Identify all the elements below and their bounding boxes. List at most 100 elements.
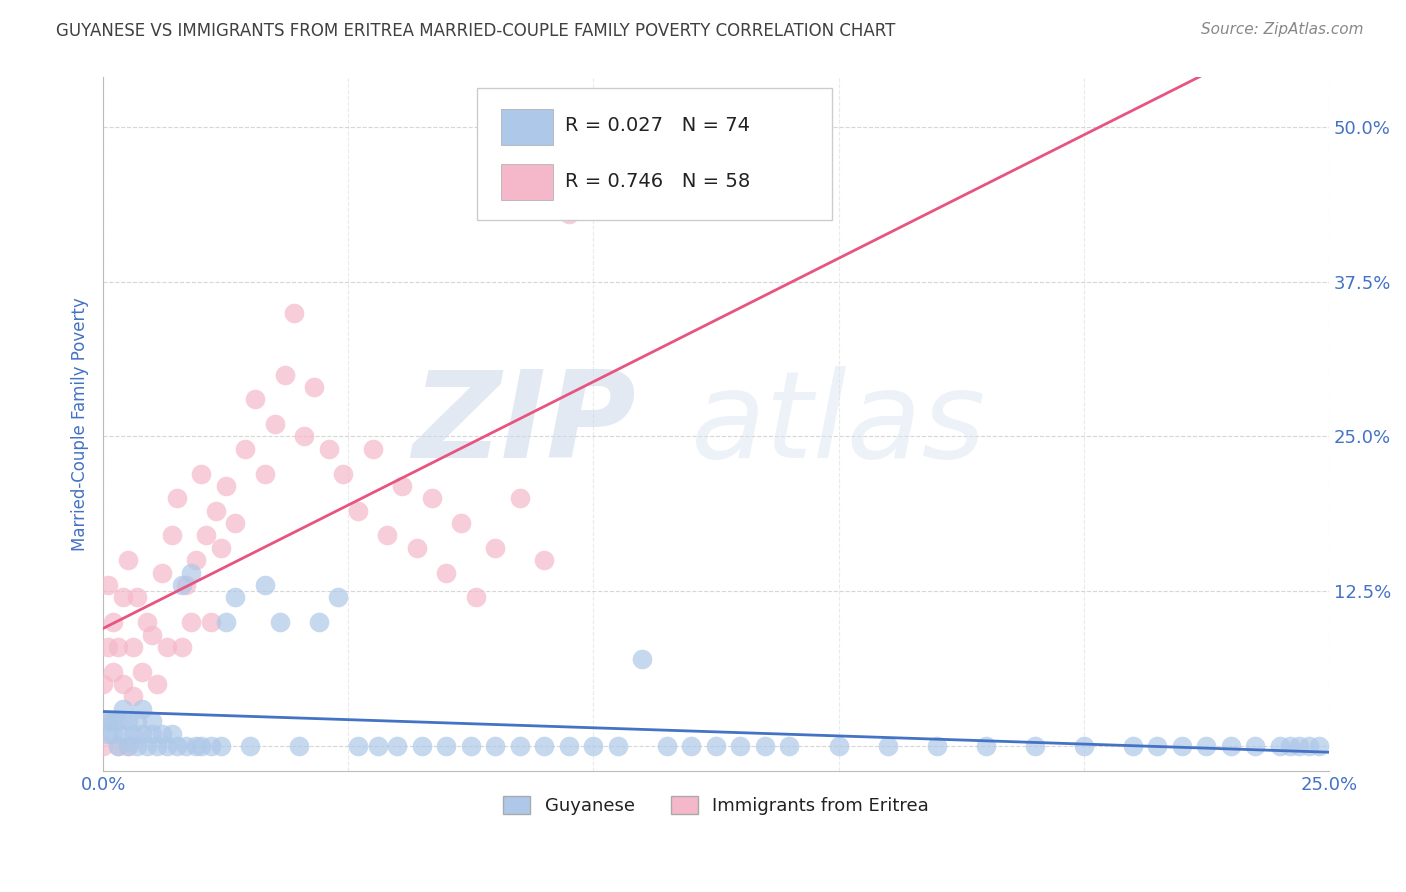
Point bbox=[347, 504, 370, 518]
Point bbox=[464, 591, 486, 605]
Point bbox=[107, 640, 129, 654]
Point bbox=[1024, 739, 1046, 753]
Text: ZIP: ZIP bbox=[412, 366, 637, 483]
Point bbox=[1268, 739, 1291, 753]
Point bbox=[141, 627, 163, 641]
Point bbox=[170, 578, 193, 592]
Point bbox=[1195, 739, 1218, 753]
Point bbox=[200, 739, 222, 753]
Point bbox=[101, 665, 124, 679]
Point bbox=[1170, 739, 1192, 753]
Point bbox=[205, 504, 228, 518]
FancyBboxPatch shape bbox=[477, 87, 832, 219]
Point bbox=[1244, 739, 1267, 753]
Point bbox=[224, 591, 246, 605]
Point bbox=[209, 541, 232, 555]
Point bbox=[233, 442, 256, 456]
Point bbox=[411, 739, 433, 753]
Point bbox=[509, 739, 531, 753]
Point bbox=[925, 739, 948, 753]
Text: R = 0.746   N = 58: R = 0.746 N = 58 bbox=[565, 172, 751, 191]
Point bbox=[876, 739, 898, 753]
Point bbox=[200, 615, 222, 629]
Point bbox=[239, 739, 262, 753]
Point bbox=[209, 739, 232, 753]
Point bbox=[136, 615, 159, 629]
Point bbox=[141, 714, 163, 728]
Point bbox=[582, 739, 605, 753]
Point bbox=[195, 528, 218, 542]
Point bbox=[558, 739, 581, 753]
Point bbox=[332, 467, 354, 481]
Point bbox=[127, 739, 149, 753]
Point bbox=[243, 392, 266, 407]
Point bbox=[434, 566, 457, 580]
Text: R = 0.027   N = 74: R = 0.027 N = 74 bbox=[565, 117, 751, 136]
Point bbox=[131, 702, 153, 716]
Point bbox=[146, 677, 169, 691]
Point bbox=[606, 739, 628, 753]
Point bbox=[117, 739, 139, 753]
Point bbox=[127, 714, 149, 728]
Point bbox=[166, 491, 188, 506]
Point bbox=[121, 690, 143, 704]
Point bbox=[283, 306, 305, 320]
Point bbox=[533, 553, 555, 567]
Point bbox=[269, 615, 291, 629]
Point bbox=[131, 726, 153, 740]
Point bbox=[136, 739, 159, 753]
Point bbox=[111, 702, 134, 716]
Text: atlas: atlas bbox=[690, 366, 986, 483]
Point bbox=[111, 677, 134, 691]
Point bbox=[215, 615, 238, 629]
Y-axis label: Married-Couple Family Poverty: Married-Couple Family Poverty bbox=[72, 297, 89, 551]
Point bbox=[1308, 739, 1330, 753]
Point bbox=[318, 442, 340, 456]
Point bbox=[176, 739, 198, 753]
Point bbox=[558, 206, 581, 220]
Point bbox=[730, 739, 752, 753]
Point bbox=[170, 640, 193, 654]
Point bbox=[655, 739, 678, 753]
Point bbox=[1219, 739, 1241, 753]
Point bbox=[141, 726, 163, 740]
Point bbox=[1146, 739, 1168, 753]
Point bbox=[107, 714, 129, 728]
Point bbox=[1288, 739, 1310, 753]
Point bbox=[292, 429, 315, 443]
Point bbox=[509, 491, 531, 506]
Point bbox=[1278, 739, 1301, 753]
Point bbox=[347, 739, 370, 753]
Point bbox=[186, 739, 208, 753]
Point bbox=[779, 739, 801, 753]
Point bbox=[101, 714, 124, 728]
Point bbox=[107, 739, 129, 753]
Point bbox=[484, 541, 506, 555]
Point bbox=[156, 640, 179, 654]
Point bbox=[111, 726, 134, 740]
Point bbox=[302, 380, 325, 394]
Point bbox=[160, 726, 183, 740]
Point bbox=[387, 739, 409, 753]
Point bbox=[420, 491, 443, 506]
Text: Source: ZipAtlas.com: Source: ZipAtlas.com bbox=[1201, 22, 1364, 37]
Point bbox=[111, 591, 134, 605]
Point bbox=[97, 578, 120, 592]
Point bbox=[328, 591, 350, 605]
Point bbox=[121, 726, 143, 740]
Text: GUYANESE VS IMMIGRANTS FROM ERITREA MARRIED-COUPLE FAMILY POVERTY CORRELATION CH: GUYANESE VS IMMIGRANTS FROM ERITREA MARR… bbox=[56, 22, 896, 40]
Point bbox=[117, 553, 139, 567]
Point bbox=[974, 739, 997, 753]
Point bbox=[97, 640, 120, 654]
Point bbox=[434, 739, 457, 753]
Point bbox=[253, 467, 276, 481]
Point bbox=[107, 739, 129, 753]
Legend: Guyanese, Immigrants from Eritrea: Guyanese, Immigrants from Eritrea bbox=[494, 787, 938, 824]
Point bbox=[117, 714, 139, 728]
Point bbox=[176, 578, 198, 592]
Point bbox=[533, 739, 555, 753]
Point bbox=[190, 739, 212, 753]
Point bbox=[484, 739, 506, 753]
Point bbox=[1298, 739, 1320, 753]
Point bbox=[91, 739, 114, 753]
